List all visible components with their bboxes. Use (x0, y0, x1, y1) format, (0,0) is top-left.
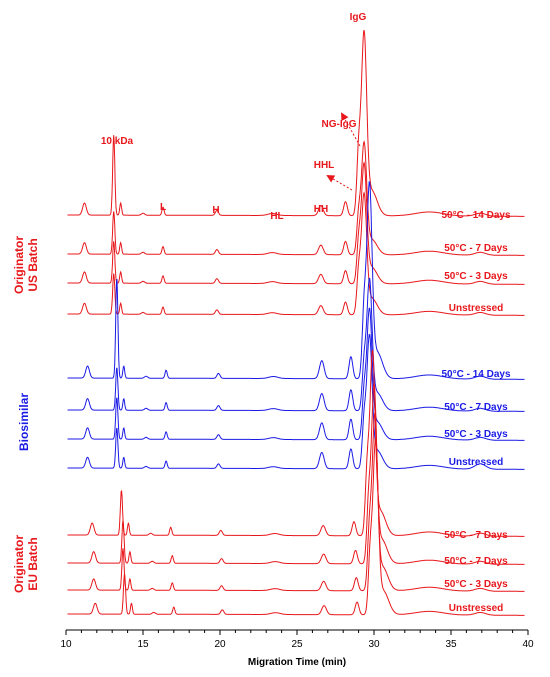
label-layer: 50°C - 14 Days 50°C - 7 Days 50°C - 3 Days… (12, 12, 511, 614)
peak-label: HH (314, 204, 328, 215)
group-label-line: Originator (12, 535, 26, 593)
peak-label: HL (270, 211, 283, 222)
trace-layer (67, 29, 525, 616)
series-label: 50°C - 3 Days (444, 579, 508, 590)
trace-line (67, 180, 525, 380)
series-label: 50°C - 14 Days (441, 369, 510, 380)
trace-line (67, 333, 525, 470)
series-label: 50°C - 7 Days (444, 243, 508, 254)
trace-line (67, 436, 525, 616)
group-label-line: Originator (12, 236, 26, 294)
peak-label: L (160, 202, 166, 213)
group-label: OriginatorUS Batch (12, 236, 40, 294)
hhl-arrow (326, 174, 353, 191)
x-tick-label: 35 (445, 639, 457, 650)
peak-label: NG-IgG (322, 119, 357, 130)
series-label: 50°C - 14 Days (441, 210, 510, 221)
group-label-line: Biosimilar (17, 393, 31, 451)
trace-line (67, 349, 525, 537)
trace-line (67, 140, 525, 256)
series-label: 50°C - 3 Days (444, 429, 508, 440)
x-axis-title: Migration Time (min) (248, 657, 346, 668)
series-label: Unstressed (449, 303, 503, 314)
peak-label: HHL (314, 160, 335, 171)
series-label: Unstressed (449, 457, 503, 468)
trace-line (67, 29, 525, 217)
series-label: 50°C - 7 Days (444, 402, 508, 413)
peak-label: H (212, 205, 219, 216)
group-label: Biosimilar (17, 393, 31, 451)
trace-line (67, 191, 525, 316)
trace-line (67, 307, 525, 441)
group-label: OriginatorEU Batch (12, 535, 40, 593)
peak-label: IgG (350, 12, 367, 23)
x-tick-label: 15 (137, 639, 149, 650)
x-tick-label: 10 (60, 639, 72, 650)
group-label-line: US Batch (26, 238, 40, 291)
series-label: 50°C - 7 Days (444, 530, 508, 541)
trace-line (67, 382, 525, 565)
x-tick-label: 20 (214, 639, 226, 650)
x-tick-label: 25 (291, 639, 303, 650)
series-label: 50°C - 3 Days (444, 271, 508, 282)
x-tick-label: 30 (368, 639, 380, 650)
x-axis: Migration Time (min) 10 15 20 25 30 35 40 (60, 629, 534, 668)
trace-line (67, 161, 525, 285)
x-tick-label: 40 (522, 639, 534, 650)
group-label-line: EU Batch (26, 537, 40, 590)
peak-label: 10 kDa (101, 136, 134, 147)
series-label: 50°C - 7 Days (444, 556, 508, 567)
series-label: Unstressed (449, 603, 503, 614)
trace-line (67, 277, 525, 412)
trace-line (67, 412, 525, 592)
